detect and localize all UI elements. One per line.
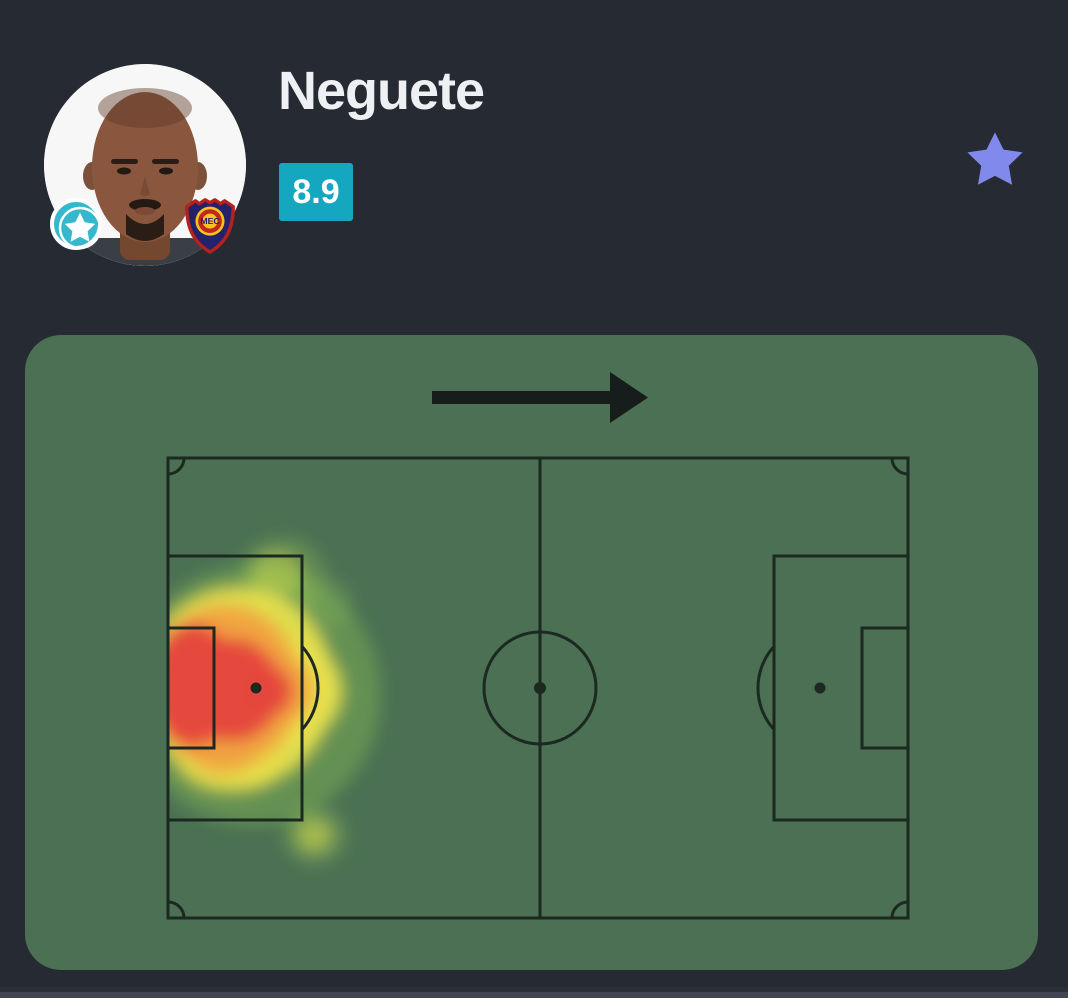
- player-header[interactable]: MEC Neguete 8.9: [0, 0, 1068, 300]
- player-avatar: MEC: [44, 64, 246, 266]
- shield-crest-icon: MEC: [185, 198, 235, 254]
- favorite-star-button[interactable]: [962, 127, 1028, 191]
- player-star-badge: [50, 198, 102, 250]
- player-name: Neguete: [278, 61, 485, 121]
- star-icon: [967, 132, 1023, 185]
- pitch-lines: [166, 456, 910, 920]
- heatmap-blobs: [168, 537, 381, 865]
- heatmap-card: [25, 335, 1038, 970]
- next-section-divider: [0, 987, 1068, 992]
- star-icon: [58, 206, 102, 250]
- arrow-right-icon: [432, 372, 648, 423]
- next-section-edge: [0, 992, 1068, 998]
- heatmap-pitch: [166, 372, 910, 920]
- crest-initials: MEC: [200, 216, 220, 226]
- rating-badge: 8.9: [279, 163, 353, 221]
- team-crest-icon: MEC: [182, 195, 238, 255]
